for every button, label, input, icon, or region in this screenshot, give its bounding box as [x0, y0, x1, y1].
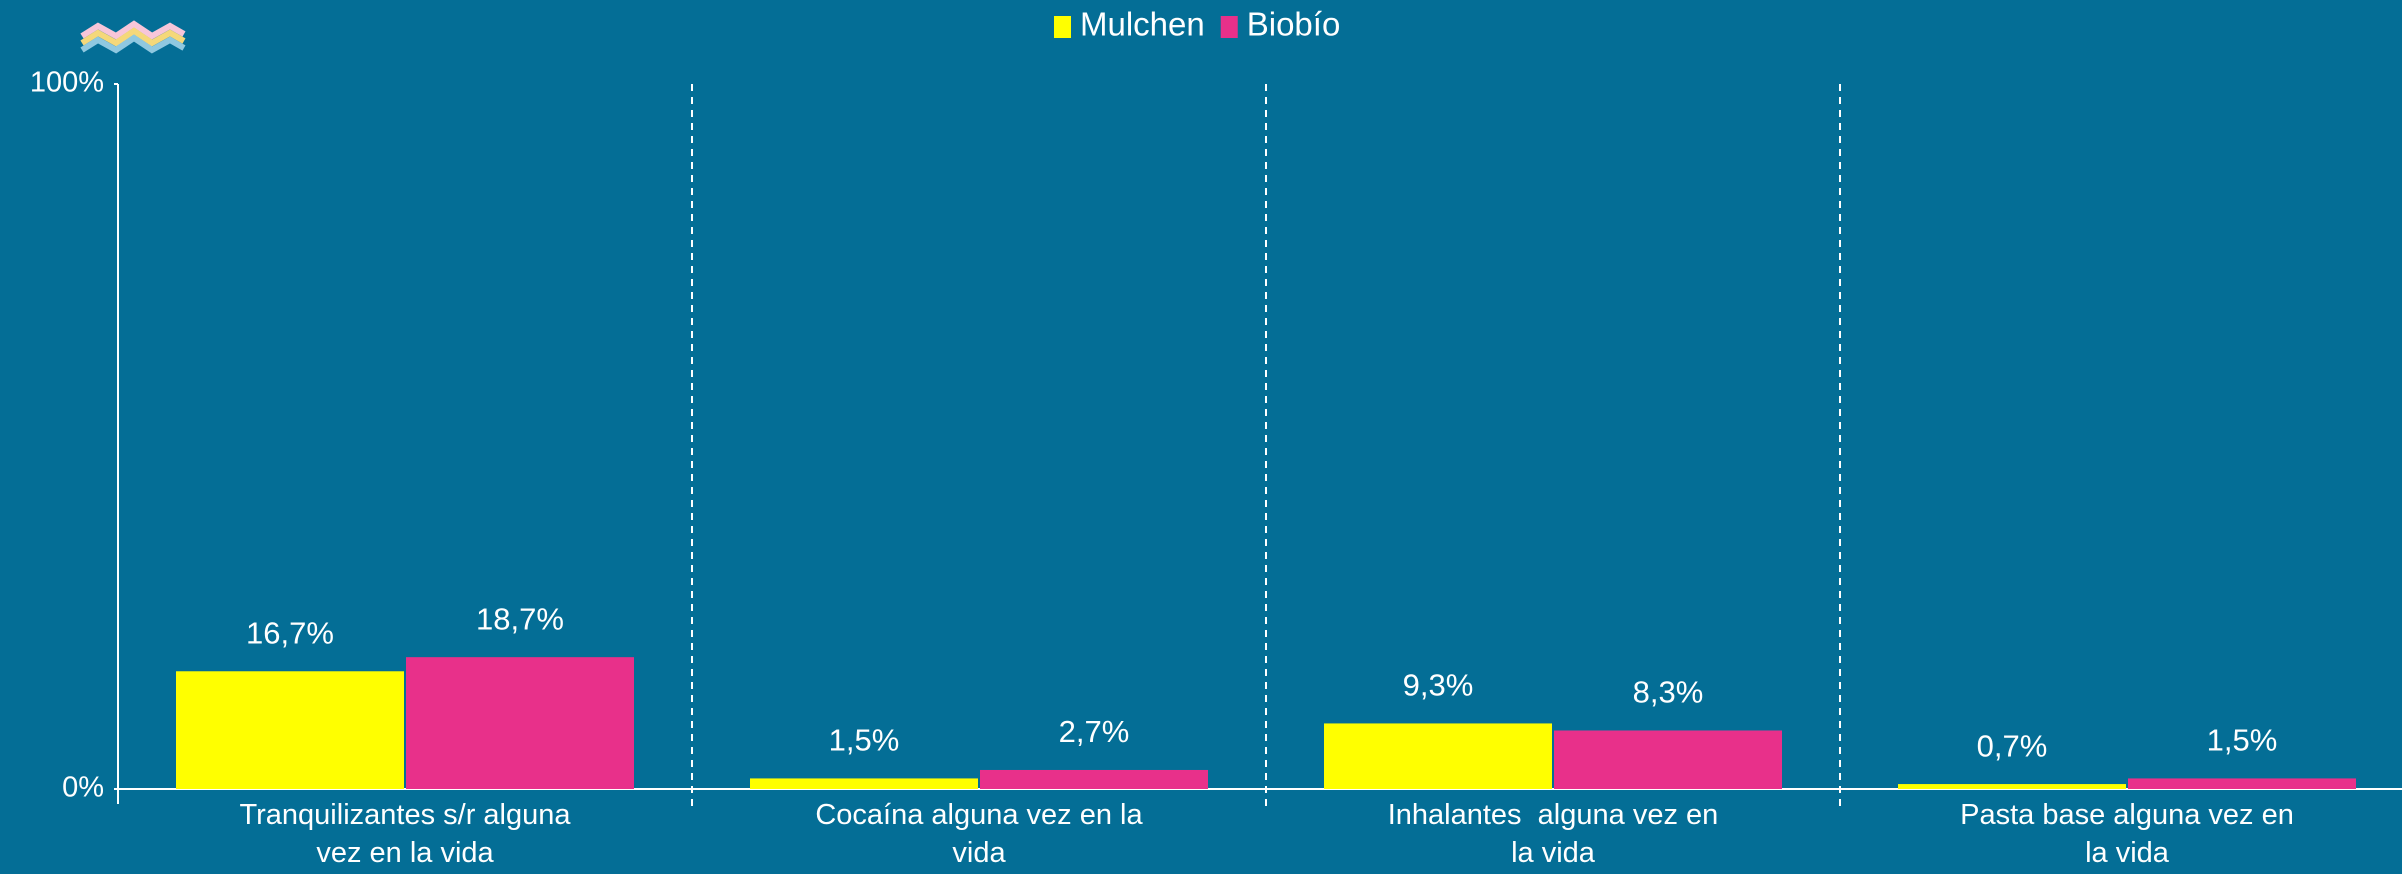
value-label: 9,3%: [1403, 668, 1474, 703]
bar: [2128, 778, 2356, 789]
x-tick-label: Inhalantes alguna vez en la vida: [1387, 799, 1727, 869]
bar: [750, 778, 978, 789]
value-label: 1,5%: [829, 723, 900, 758]
value-label: 0,7%: [1977, 728, 2048, 763]
y-tick-label: 100%: [30, 67, 104, 99]
x-tick-label: Tranquilizantes s/r alguna vez en la vid…: [239, 799, 579, 869]
bar: [980, 769, 1208, 789]
legend-swatch: [1220, 16, 1238, 38]
value-label: 1,5%: [2207, 723, 2278, 758]
value-label: 8,3%: [1633, 675, 1704, 710]
legend-label: Biobío: [1247, 6, 1341, 43]
bar: [1324, 723, 1552, 789]
legend-label: Mulchen: [1080, 6, 1205, 43]
value-label: 16,7%: [246, 615, 334, 650]
legend-swatch: [1054, 16, 1071, 38]
value-label: 18,7%: [476, 601, 564, 636]
value-label: 2,7%: [1059, 714, 1130, 749]
bar: [176, 671, 404, 789]
logo: [80, 20, 186, 54]
bar: [406, 657, 634, 789]
y-tick-label: 0%: [62, 772, 104, 804]
bar: [1554, 730, 1782, 789]
bar: [1898, 784, 2126, 789]
x-tick-label: Cocaína alguna vez en la vida: [815, 799, 1151, 869]
x-tick-label: Pasta base alguna vez en la vida: [1960, 799, 2302, 869]
